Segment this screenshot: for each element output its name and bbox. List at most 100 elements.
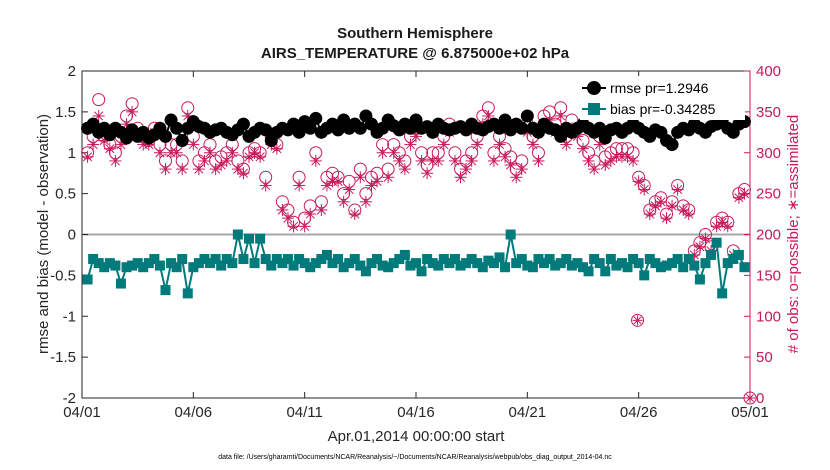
y-axis-label-right: # of obs: o=possible; ∗=assimilated <box>785 115 802 354</box>
asterisk-stroke <box>433 156 443 166</box>
bias-point <box>277 258 288 269</box>
bias-point <box>511 258 522 269</box>
x-tick-label: 04/01 <box>63 404 101 421</box>
obs-assimilated-point <box>343 183 356 196</box>
bias-point <box>561 254 572 265</box>
bias-point <box>149 254 160 265</box>
obs-assimilated-point <box>387 146 400 159</box>
obs-assimilated-point <box>404 138 417 151</box>
asterisk-stroke <box>249 148 260 158</box>
bias-point <box>127 260 138 271</box>
bias-point <box>232 229 243 240</box>
bias-point <box>383 262 394 273</box>
series-layer <box>81 93 757 405</box>
obs-outlier-asterisk <box>632 315 643 326</box>
obs-assimilated-point <box>109 154 122 167</box>
bias-point <box>722 258 733 269</box>
bias-point <box>689 260 700 271</box>
obs-outlier-circle <box>743 391 757 405</box>
obs-assimilated-point <box>309 154 322 167</box>
y-tick-label-left: 0 <box>68 227 76 244</box>
y-tick-label-left: 2 <box>68 63 76 80</box>
rmse-point <box>175 133 189 147</box>
obs-assimilated-point <box>493 138 506 151</box>
bias-point <box>461 258 472 269</box>
legend-rmse-marker <box>587 81 601 95</box>
bias-point <box>110 260 121 271</box>
asterisk-stroke <box>589 164 599 174</box>
asterisk-stroke <box>494 139 505 150</box>
rmse-point <box>259 123 273 137</box>
y-tick-label-right: 50 <box>756 349 773 366</box>
bias-point <box>427 258 438 269</box>
obs-assimilated-point <box>315 203 328 216</box>
asterisk-stroke <box>199 156 210 166</box>
bias-point <box>399 249 410 260</box>
y-tick-label-left: 1.5 <box>55 104 76 121</box>
bias-point <box>132 258 143 269</box>
bias-point <box>271 254 282 265</box>
obs-assimilated-point <box>87 138 100 151</box>
bias-point <box>483 255 494 266</box>
bias-point <box>88 254 99 265</box>
bias-point <box>589 254 600 265</box>
data-file-footnote: data file: /Users/gharamti/Documents/NCA… <box>218 454 612 461</box>
obs-assimilated-point <box>92 109 105 122</box>
bias-point <box>305 262 316 273</box>
asterisk-stroke <box>222 156 232 166</box>
asterisk-stroke <box>378 148 388 158</box>
obs-assimilated-point <box>526 138 539 151</box>
bias-point <box>578 262 588 273</box>
bias-point <box>115 278 126 289</box>
bias-point <box>444 258 455 269</box>
obs-assimilated-point <box>487 154 500 167</box>
asterisk-stroke <box>656 197 666 207</box>
bias-point <box>160 285 171 296</box>
asterisk-stroke <box>205 148 215 158</box>
bias-point <box>527 262 538 273</box>
bias-point <box>544 254 555 265</box>
obs-assimilated-point <box>666 199 679 212</box>
bias-point <box>605 254 616 265</box>
bias-point <box>433 260 444 271</box>
obs-assimilated-point <box>376 146 389 159</box>
asterisk-stroke <box>211 164 221 174</box>
asterisk-stroke <box>723 221 733 231</box>
obs-assimilated-point <box>499 150 512 163</box>
asterisk-stroke <box>472 139 482 150</box>
asterisk-stroke <box>355 172 365 182</box>
asterisk-stroke <box>628 156 638 166</box>
asterisk-stroke <box>695 242 705 252</box>
x-tick-label: 04/21 <box>509 404 547 421</box>
asterisk-stroke <box>366 180 377 191</box>
obs-assimilated-point <box>187 138 200 151</box>
bias-point <box>661 260 672 271</box>
bias-point <box>143 258 154 269</box>
obs-assimilated-point <box>693 240 706 253</box>
rmse-point <box>331 123 345 137</box>
obs-assimilated-point <box>276 203 289 216</box>
obs-assimilated-point <box>354 171 367 184</box>
bias-point <box>104 258 115 269</box>
bias-point <box>411 258 421 269</box>
asterisk-stroke <box>244 152 254 162</box>
asterisk-stroke <box>172 148 182 158</box>
bias-point <box>622 262 633 273</box>
asterisk-stroke <box>339 197 349 207</box>
obs-assimilated-point <box>393 154 406 167</box>
bias-point <box>600 266 611 277</box>
obs-assimilated-point <box>287 220 300 233</box>
asterisk-stroke <box>439 139 449 150</box>
obs-assimilated-point <box>432 154 445 167</box>
obs-assimilated-point <box>638 183 651 196</box>
asterisk-stroke <box>283 213 293 223</box>
x-tick-label: 05/01 <box>731 404 769 421</box>
bias-point <box>449 254 460 265</box>
asterisk-stroke <box>533 156 544 166</box>
obs-assimilated-point <box>159 163 172 176</box>
obs-assimilated-point <box>448 154 461 167</box>
asterisk-stroke <box>455 172 466 182</box>
asterisk-stroke <box>556 111 566 121</box>
asterisk-stroke <box>734 193 744 203</box>
asterisk-stroke <box>405 139 416 150</box>
